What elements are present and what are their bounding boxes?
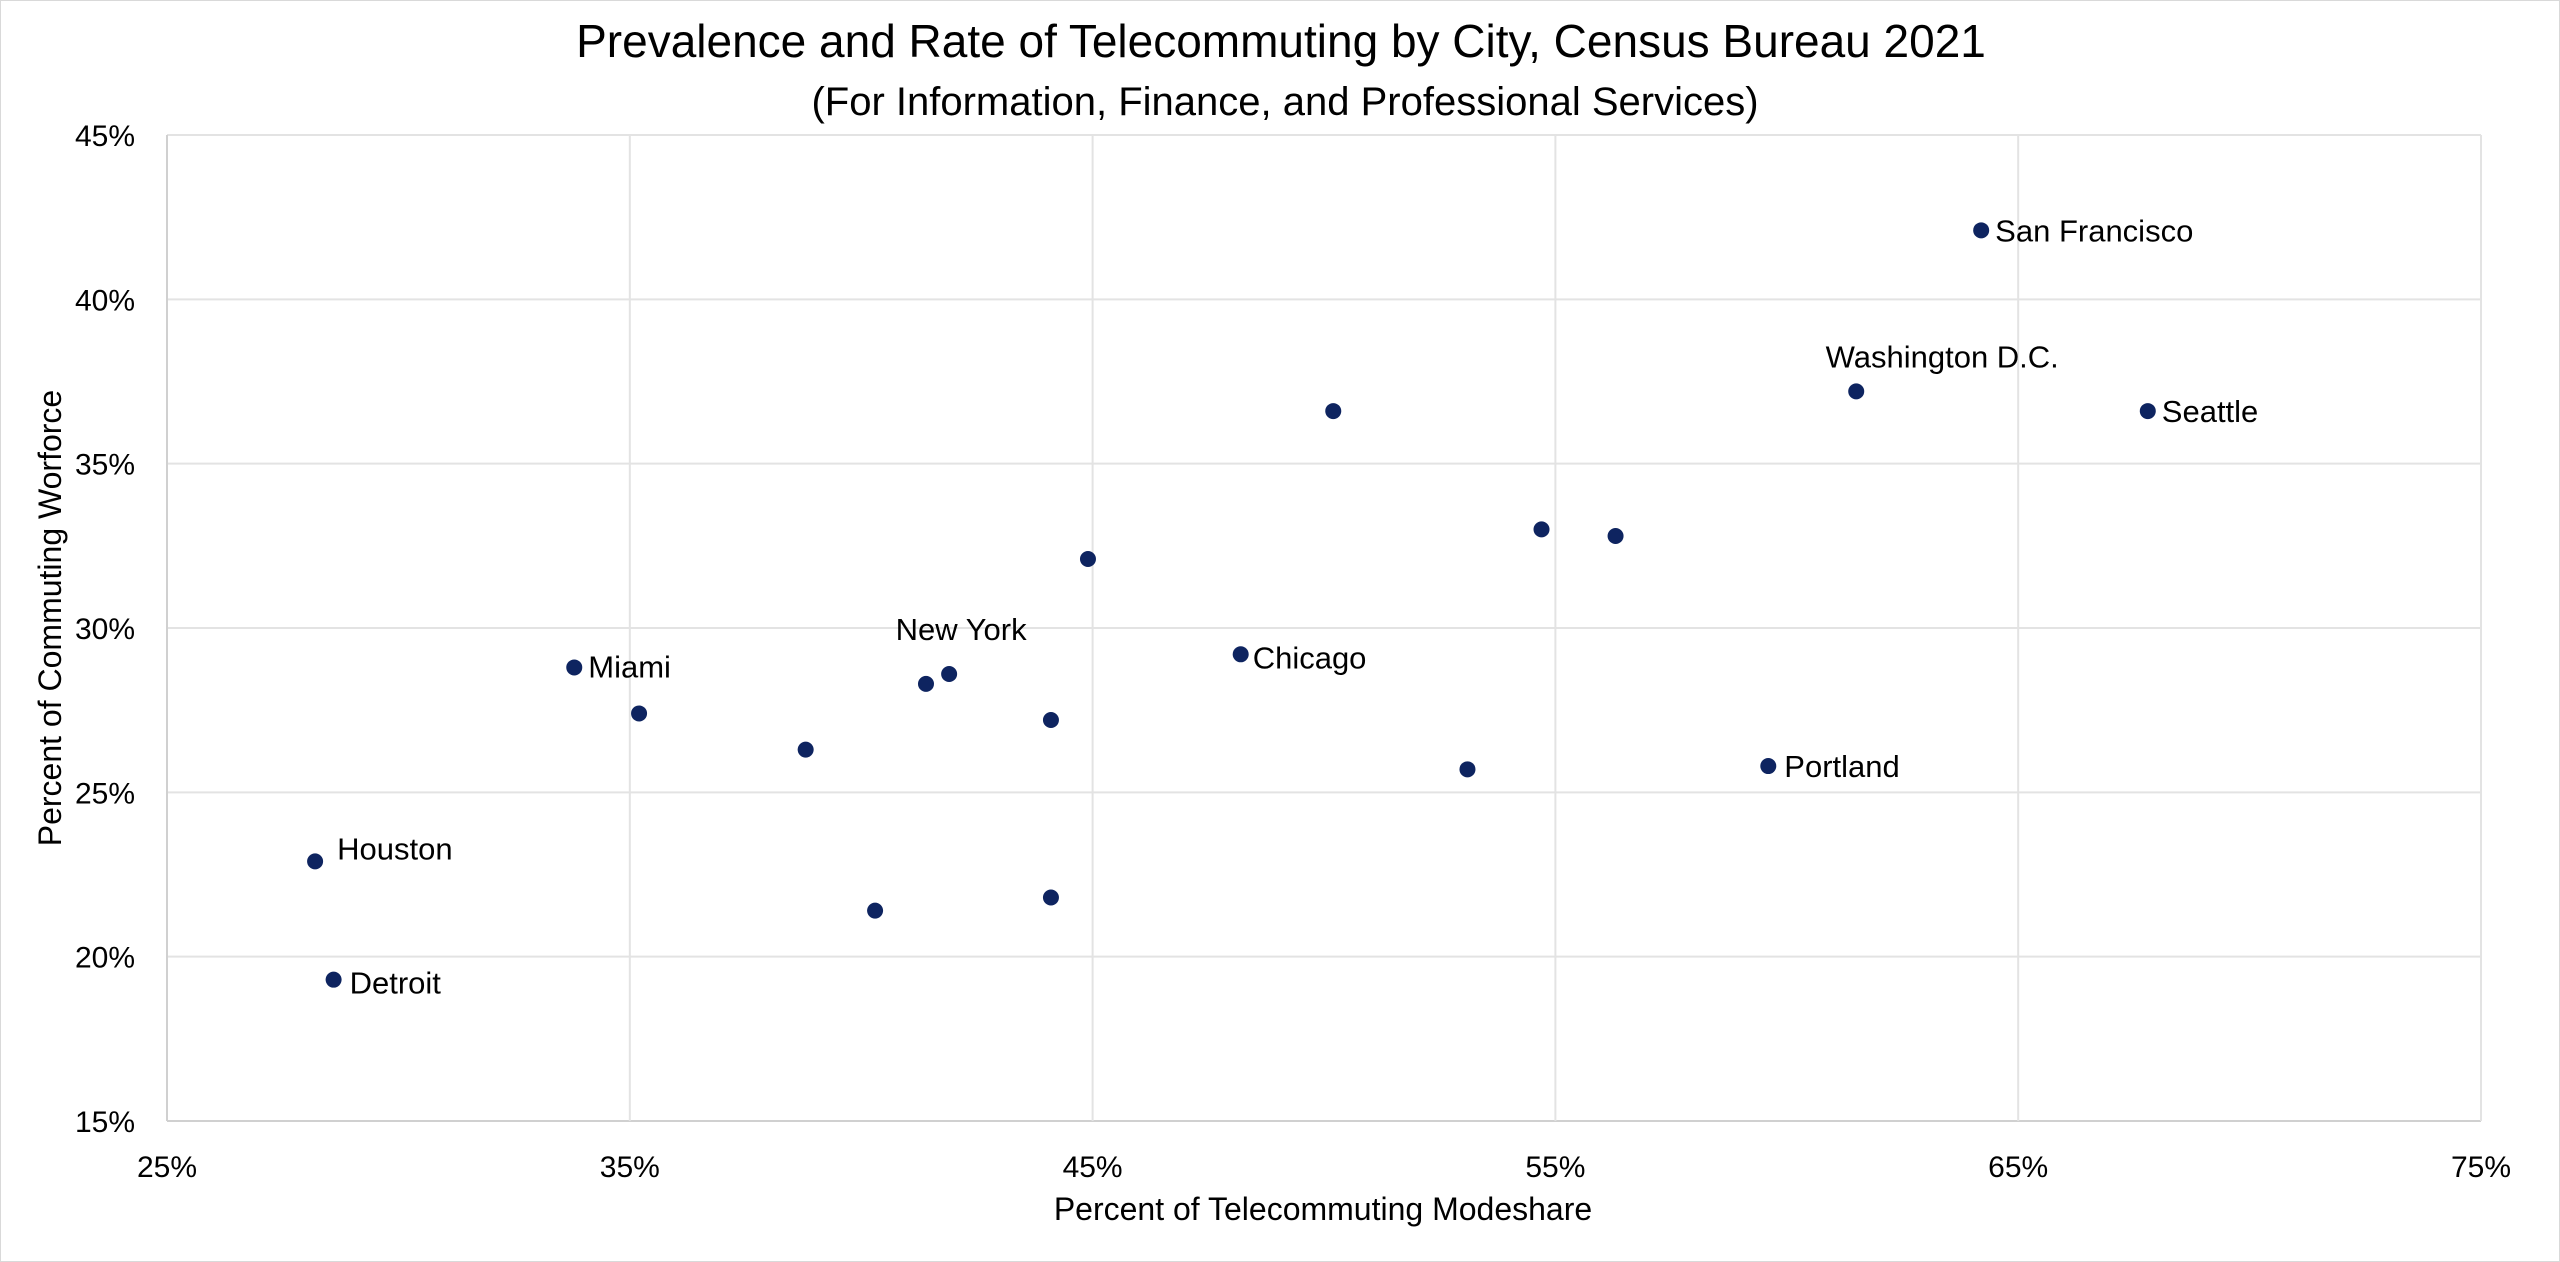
- data-point: [917, 675, 934, 692]
- y-tick-label: 15%: [75, 1106, 135, 1139]
- y-tick-label: 40%: [75, 284, 135, 317]
- point-label: Seattle: [2162, 394, 2259, 429]
- point-label: San Francisco: [1995, 213, 2193, 248]
- y-tick-label: 20%: [75, 942, 135, 975]
- point-label: Chicago: [1253, 640, 1367, 675]
- data-point: [1459, 761, 1476, 778]
- data-point: [1848, 383, 1865, 400]
- y-tick-label: 45%: [75, 120, 135, 153]
- data-point: [325, 971, 342, 988]
- data-point: [797, 741, 814, 758]
- data-point: [1042, 889, 1059, 906]
- y-tick-label: 25%: [75, 777, 135, 810]
- point-label: Miami: [588, 649, 671, 684]
- data-point: [867, 902, 884, 919]
- x-tick-label: 35%: [600, 1151, 660, 1184]
- data-point: [1607, 527, 1624, 544]
- chart-subtitle: (For Information, Finance, and Professio…: [811, 80, 1758, 124]
- point-label: New York: [896, 612, 1027, 647]
- data-point: [566, 659, 583, 676]
- x-axis-label: Percent of Telecommuting Modeshare: [1054, 1191, 1592, 1227]
- y-tick-label: 30%: [75, 613, 135, 646]
- gridlines: [166, 134, 2482, 1122]
- data-point: [1533, 521, 1550, 538]
- point-label: Houston: [337, 831, 452, 866]
- data-point: [631, 705, 648, 722]
- tick-labels: 15% 20% 25% 30% 35% 40% 45% 25% 35% 45% 55% 65% 75%: [75, 120, 2511, 1184]
- chart-title: Prevalence and Rate of Telecommuting by …: [576, 15, 1986, 67]
- x-tick-label: 25%: [137, 1151, 197, 1184]
- data-point: [1079, 550, 1096, 567]
- x-tick-label: 45%: [1063, 1151, 1123, 1184]
- point-label: Detroit: [350, 966, 442, 1001]
- data-point: [1232, 646, 1249, 663]
- data-point: [307, 853, 324, 870]
- data-point: [1325, 403, 1342, 420]
- data-point: [941, 666, 958, 683]
- data-points: Houston Detroit Miami New York Chicago Portla…: [307, 213, 2259, 1001]
- data-point: [1973, 222, 1990, 239]
- y-tick-label: 35%: [75, 449, 135, 482]
- point-label: Washington D.C.: [1826, 339, 2059, 374]
- x-tick-label: 55%: [1525, 1151, 1585, 1184]
- y-axis-label: Percent of Commuting Worforce: [32, 390, 68, 846]
- data-point: [1042, 712, 1059, 729]
- point-label: Portland: [1784, 749, 1899, 784]
- data-point: [1760, 758, 1777, 775]
- x-tick-label: 65%: [1988, 1151, 2048, 1184]
- x-tick-label: 75%: [2451, 1151, 2511, 1184]
- data-point: [2139, 403, 2156, 420]
